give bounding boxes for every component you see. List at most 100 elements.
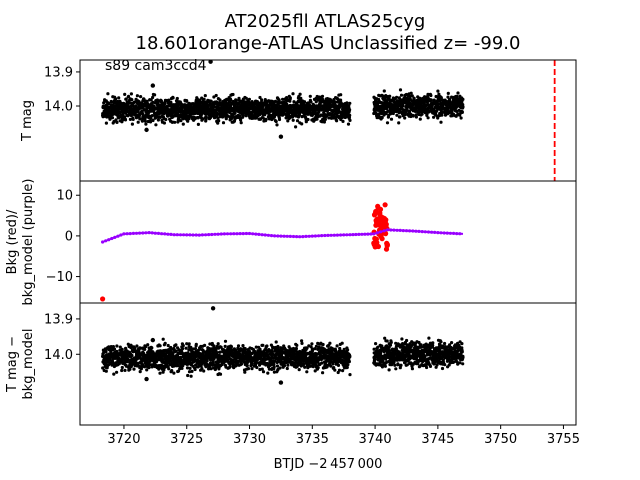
bkg-model-point [197,233,201,237]
bkg-model-point [411,229,415,233]
data-point [245,364,249,368]
data-point [395,113,399,117]
data-point [304,355,308,360]
data-point [426,116,430,120]
data-point [189,345,193,349]
data-point [396,362,400,366]
data-point [398,115,402,119]
data-point [167,367,171,371]
bkg-model-point [225,232,230,236]
bkg-model-point [125,232,129,236]
bkg-model-point [448,231,452,235]
data-point [236,344,241,348]
data-point [187,370,192,374]
data-point [276,344,280,349]
data-point [388,343,393,347]
data-point [170,369,174,373]
bkg-model-point [439,231,443,235]
bkg-model-point [339,233,343,237]
data-point [410,367,414,371]
data-point [313,369,317,373]
bkg-model-point [269,234,274,238]
data-point [348,118,352,122]
data-point [181,344,185,348]
bkg-model-point [216,232,220,236]
data-point [261,343,265,347]
data-point [285,96,289,100]
data-point [193,367,197,372]
data-point [321,371,325,375]
data-point [237,96,241,100]
bkg-model-point [395,228,399,232]
bkg-model-point [360,232,364,236]
data-point [405,338,409,343]
bkg-model-point [156,231,161,235]
bkg-model-point [134,231,139,235]
bkg-model-point [389,228,393,232]
data-point [241,344,245,348]
data-point [308,94,312,98]
data-point [204,117,208,122]
bkg-model-point [307,234,311,238]
data-point [149,116,153,120]
data-point [398,88,403,92]
bkg-model-point [379,230,383,234]
data-point [456,91,460,95]
data-point [326,109,330,113]
data-point [185,342,189,346]
data-point [374,342,378,346]
bkg-model-point [244,231,248,236]
y-tick-label: −10 [46,270,73,285]
data-point [250,352,254,356]
bkg-model-point [232,232,236,236]
data-point [120,368,124,373]
bkg-model-point [348,233,352,237]
bkg-model-point [257,232,261,236]
data-point [107,101,111,106]
data-point [412,96,416,100]
data-point [295,343,299,347]
data-point [218,372,223,376]
y-axis-label: bkg_model (purple) [21,179,36,306]
bkg-model-point [150,231,154,235]
data-point [135,344,139,348]
data-point [420,112,424,116]
plot-area-top [101,60,465,139]
data-point [329,364,333,368]
bkg-model-point [320,234,324,238]
bkg-model-point [426,230,431,234]
data-point [236,346,240,350]
bkg-model-point [408,229,412,233]
data-point [128,367,132,371]
data-point [310,349,315,353]
data-point [321,342,325,347]
bkg-model-point [263,233,267,237]
data-point [457,108,461,112]
bkg-model-point [238,232,242,236]
bkg-model-point [279,234,283,238]
data-point [171,96,175,100]
data-point [151,95,155,100]
data-point [389,117,394,121]
data-point [436,102,440,106]
data-point [305,370,309,374]
data-point [345,101,349,105]
data-point [429,93,433,98]
data-point [410,94,414,98]
data-point [223,339,228,343]
bkg-model-point [166,232,170,236]
data-point [394,367,398,371]
data-point [303,365,307,369]
data-point [145,368,149,372]
bkg-model-point [119,233,123,237]
lightcurve-segment-1 [372,88,465,125]
data-point [143,347,147,351]
data-point [405,363,409,367]
data-point [217,360,221,364]
data-point [166,343,170,348]
bkg-model-point [291,234,296,239]
data-point [203,343,207,347]
data-point [383,217,389,223]
data-point [340,115,344,119]
data-point [223,344,227,348]
